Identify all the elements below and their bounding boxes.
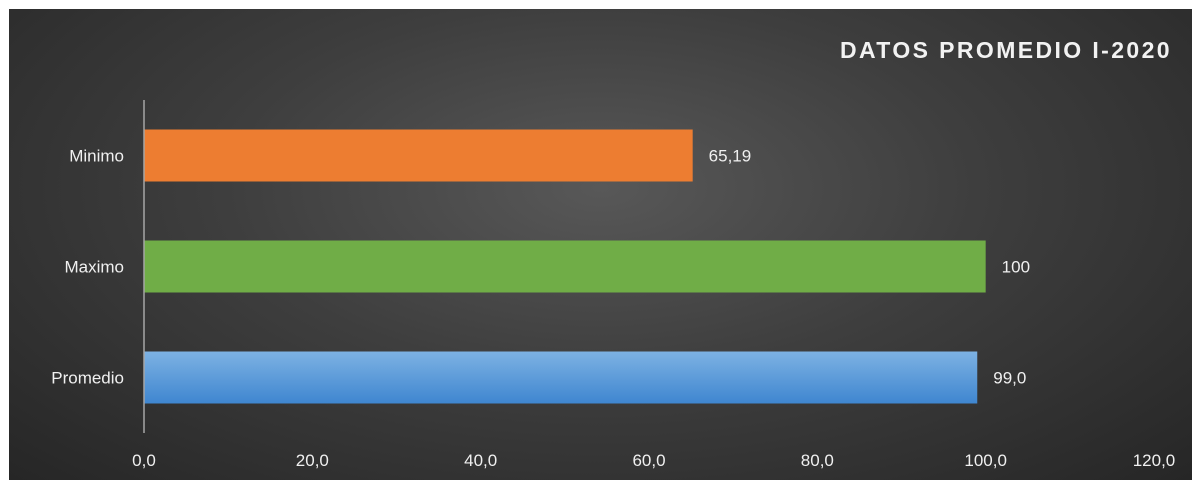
x-tick-label: 80,0 [801, 451, 834, 470]
category-label-maximo: Maximo [64, 258, 124, 277]
bars-group [144, 129, 986, 404]
data-labels: 65,19 100 99,0 [709, 147, 1030, 388]
data-label-promedio: 99,0 [993, 369, 1026, 388]
x-tick-label: 100,0 [964, 451, 1007, 470]
category-label-promedio: Promedio [51, 369, 124, 388]
x-tick-label: 120,0 [1133, 451, 1176, 470]
bar-promedio [144, 351, 978, 404]
data-label-maximo: 100 [1002, 258, 1030, 277]
value-axis-tick-labels: 0,0 20,0 40,0 60,0 80,0 100,0 120,0 [132, 451, 1175, 470]
x-tick-label: 0,0 [132, 451, 156, 470]
category-label-minimo: Minimo [69, 147, 124, 166]
x-tick-label: 20,0 [296, 451, 329, 470]
chart-title: DATOS PROMEDIO I-2020 [840, 37, 1172, 63]
bar-minimo [144, 129, 693, 182]
x-tick-label: 60,0 [632, 451, 665, 470]
x-tick-label: 40,0 [464, 451, 497, 470]
data-label-minimo: 65,19 [709, 147, 752, 166]
bar-maximo [144, 240, 986, 293]
category-labels: Minimo Maximo Promedio [51, 147, 124, 388]
